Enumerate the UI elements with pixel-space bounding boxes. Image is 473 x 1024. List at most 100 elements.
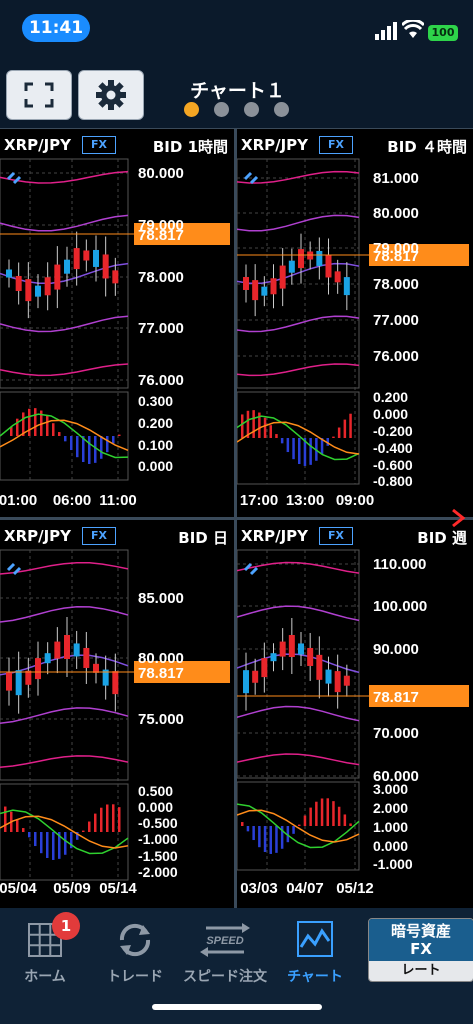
macd-bar (246, 410, 250, 438)
macd-bar (280, 438, 284, 444)
nav-home[interactable]: ホーム (0, 916, 90, 986)
nav-speed-order[interactable]: SPEED スピード注文 (180, 916, 270, 986)
main-axis-tick-label: 70.000 (373, 725, 419, 742)
main-plot-frame (0, 158, 129, 389)
panel-symbol: XRP/JPY (241, 527, 309, 545)
macd-bar (241, 822, 244, 826)
home-indicator[interactable] (152, 1004, 322, 1010)
chart-canvas-4h[interactable]: 78.817 81.000 80.000 79.000 78.000 77.000 76.0… (237, 129, 473, 517)
sub-plot-frame (0, 783, 129, 881)
x-axis-tick-label: 06:00 (53, 492, 91, 509)
sub-axis-tick-label: 0.200 (138, 415, 173, 431)
chart-panel-1h[interactable]: 78.817 80.000 79.000 78.000 77.000 76.000 0.30… (0, 129, 234, 517)
chart-canvas-day[interactable]: 78.817 85.000 80.000 75.000 0.5000.000-0.500… (0, 520, 234, 908)
page-indicator[interactable] (184, 102, 294, 118)
macd-bar (252, 826, 255, 841)
nav-trade[interactable]: トレード (90, 916, 180, 986)
page-dot-3[interactable] (244, 102, 259, 117)
rate-box-title: 暗号資産 FX (369, 919, 473, 961)
macd-bar (275, 434, 278, 438)
panel-symbol: XRP/JPY (4, 527, 72, 545)
candle-body (6, 672, 12, 691)
chart-canvas-week[interactable]: 78.817 110.000 100.000 90.000 70.000 60.0003.… (237, 520, 473, 908)
link-icon (6, 171, 22, 185)
main-axis-tick-label: 75.000 (138, 711, 184, 728)
macd-bar (263, 417, 267, 438)
macd-bar (22, 828, 25, 832)
candle-body (54, 641, 61, 659)
settings-button[interactable] (78, 70, 144, 120)
candle-body (93, 249, 99, 267)
candle-body (64, 259, 70, 274)
sub-axis-tick-label: -0.600 (373, 457, 413, 473)
page-dot-2[interactable] (214, 102, 229, 117)
macd-bar (332, 436, 335, 438)
page-dot-1[interactable] (184, 102, 199, 117)
main-axis-tick-label: 78.000 (373, 276, 419, 293)
sub-axis-tick-label: 2.000 (373, 800, 408, 816)
next-page-arrow-icon[interactable] (450, 508, 466, 528)
candle-body (83, 647, 90, 668)
candle-body (316, 654, 323, 680)
trade-refresh-icon (119, 923, 151, 957)
macd-bar (52, 832, 55, 860)
candle-body (112, 270, 119, 284)
main-axis-tick-label: 110.000 (373, 556, 426, 573)
sub-axis-tick-label: 1.000 (373, 819, 408, 835)
candle-body (112, 671, 119, 695)
candle-body (44, 277, 51, 296)
panel-timeframe[interactable]: BID ４時間 (387, 138, 467, 156)
macd-bar (280, 826, 284, 849)
main-axis-tick-label: 79.000 (138, 217, 184, 234)
macd-bar (332, 801, 335, 826)
nav-chart-label: チャート (287, 969, 343, 985)
band-line (0, 561, 129, 575)
macd-bar (34, 832, 37, 847)
x-axis-tick-label: 11:00 (99, 492, 137, 509)
nav-chart[interactable]: チャート (270, 916, 360, 986)
signal-line (237, 421, 360, 455)
macd-bar (241, 414, 244, 438)
macd-bar (34, 408, 37, 436)
chart-line-icon (297, 921, 333, 957)
candle-body (270, 653, 277, 662)
notification-badge: 1 (52, 912, 80, 940)
macd-bar (309, 807, 312, 826)
band-line (237, 363, 360, 377)
chart-panel-week[interactable]: 78.817 110.000 100.000 90.000 70.000 60.000 3.… (237, 520, 473, 908)
macd-bar (349, 823, 352, 826)
chart-canvas-1h[interactable]: 78.817 80.000 79.000 78.000 77.000 76.000 0.30… (0, 129, 234, 517)
sub-axis-tick-label: 0.200 (373, 389, 408, 405)
panel-symbol: XRP/JPY (241, 136, 309, 154)
macd-bar (88, 436, 91, 464)
candle-body (243, 276, 249, 290)
candle-body (343, 675, 350, 686)
candle-body (25, 279, 32, 302)
macd-bar (303, 815, 307, 826)
sub-axis-tick-label: -1.000 (373, 856, 413, 872)
chart-panel-day[interactable]: 78.817 85.000 80.000 75.000 0.500 0.000 -0.500… (0, 520, 234, 908)
candle-body (298, 643, 304, 655)
link-icon (243, 562, 259, 576)
crypto-fx-rate-button[interactable]: 暗号資産 FX レート (368, 918, 473, 982)
candle-body (279, 641, 286, 657)
candle-body (343, 277, 350, 296)
sub-plot-frame (237, 391, 360, 485)
speed-icon-text: SPEED (206, 935, 243, 947)
x-axis-tick-label: 05/14 (99, 880, 137, 897)
candle-body (102, 669, 109, 686)
page-dot-4[interactable] (274, 102, 289, 117)
macd-bar (88, 821, 91, 832)
macd-bar (106, 804, 109, 832)
fullscreen-button[interactable] (6, 70, 72, 120)
status-time: 11:41 (22, 14, 90, 42)
panel-timeframe[interactable]: BID 週 (417, 529, 467, 547)
sub-plot-frame (237, 781, 360, 871)
main-axis-tick-label: 77.000 (373, 312, 419, 329)
chart-panel-4h[interactable]: 78.817 81.000 80.000 79.000 78.000 77.000 76.0… (237, 129, 473, 517)
panel-timeframe[interactable]: BID 1時間 (152, 138, 228, 156)
candle-body (307, 647, 314, 666)
macd-bar (118, 434, 121, 436)
sub-axis-tick-label: 0.100 (138, 437, 173, 453)
panel-timeframe[interactable]: BID 日 (178, 529, 228, 547)
